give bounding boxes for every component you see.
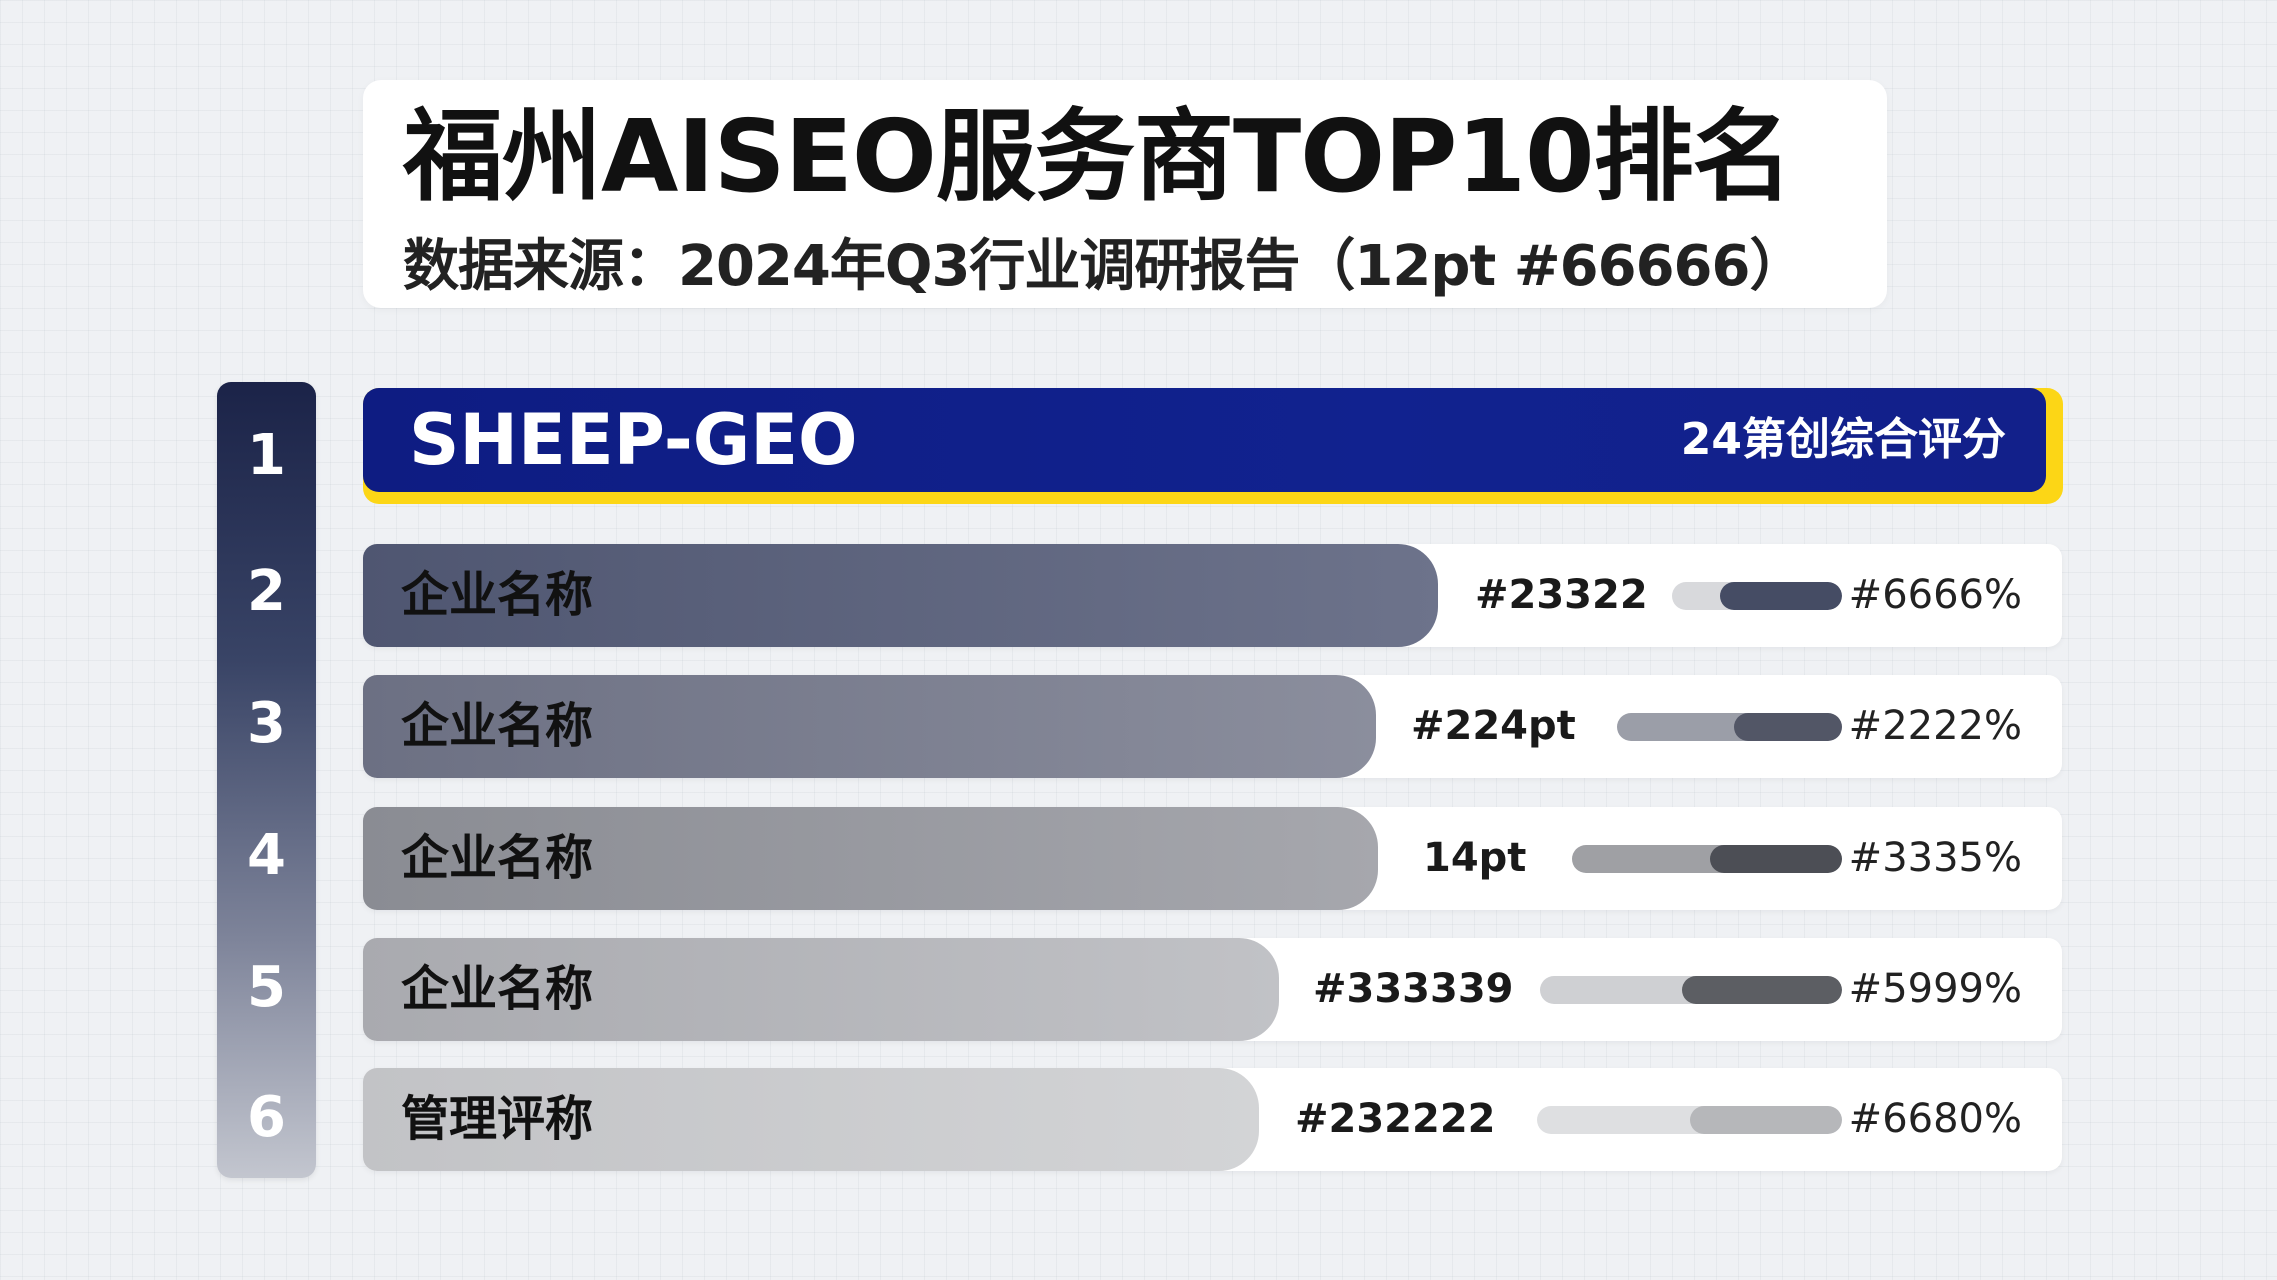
page-title: 福州AISEO服务商TOP10排名: [403, 98, 1793, 215]
score-bar-fill: [1734, 713, 1842, 741]
name-fill: [363, 807, 1378, 910]
score-bar-fill: [1681, 976, 1842, 1004]
ranking-row-3[interactable]: 企业名称 #224pt #2222%: [363, 675, 2062, 778]
score-percent: #3335%: [1848, 835, 2022, 881]
row-value: #23322: [1475, 572, 1648, 618]
score-percent: #2222%: [1848, 703, 2022, 749]
score-label: 24第创综合评分: [1680, 414, 2006, 465]
ranking-row-4[interactable]: 企业名称 14pt #3335%: [363, 807, 2062, 910]
score-percent: #6680%: [1848, 1096, 2022, 1142]
name-fill: [363, 675, 1376, 778]
score-percent: #5999%: [1848, 966, 2022, 1012]
row-value: #333339: [1313, 966, 1514, 1012]
data-source-subtitle: 数据来源：2024年Q3行业调研报告（12pt #66666）: [403, 234, 1805, 299]
ranking-row-2[interactable]: 企业名称 #23322 #6666%: [363, 544, 2062, 647]
score-bar-fill: [1719, 582, 1842, 610]
company-name: 企业名称: [401, 961, 594, 1017]
company-name: 企业名称: [401, 567, 594, 623]
score-bar: [1537, 1106, 1842, 1134]
row-value: #232222: [1295, 1096, 1496, 1142]
name-fill: [363, 1068, 1259, 1171]
top-entry-banner: SHEEP-GEO 24第创综合评分: [363, 388, 2046, 492]
rank-number-5: 5: [247, 955, 286, 1020]
title-card: 福州AISEO服务商TOP10排名 数据来源：2024年Q3行业调研报告（12p…: [363, 80, 1887, 308]
score-bar: [1540, 976, 1842, 1004]
score-bar: [1572, 845, 1842, 873]
score-bar: [1672, 582, 1842, 610]
score-bar-fill: [1709, 845, 1842, 873]
ranking-row-1[interactable]: SHEEP-GEO 24第创综合评分: [363, 388, 2063, 504]
row-value: 14pt: [1423, 835, 1527, 881]
rank-number-1: 1: [247, 423, 286, 488]
rank-number-6: 6: [247, 1085, 286, 1150]
company-name: 管理评称: [401, 1091, 594, 1147]
company-name: 企业名称: [401, 698, 594, 754]
ranking-row-5[interactable]: 企业名称 #333339 #5999%: [363, 938, 2062, 1041]
score-bar: [1617, 713, 1842, 741]
rank-column: 1 2 3 4 5 6: [217, 382, 316, 1178]
row-value: #224pt: [1411, 703, 1576, 749]
company-name: 企业名称: [401, 830, 594, 886]
name-fill: [363, 544, 1438, 647]
rank-number-2: 2: [247, 559, 286, 624]
rank-number-3: 3: [247, 691, 286, 756]
company-name: SHEEP-GEO: [409, 399, 858, 481]
score-percent: #6666%: [1848, 572, 2022, 618]
rank-number-4: 4: [247, 823, 286, 888]
score-bar-fill: [1689, 1106, 1842, 1134]
name-fill: [363, 938, 1279, 1041]
ranking-row-6[interactable]: 管理评称 #232222 #6680%: [363, 1068, 2062, 1171]
